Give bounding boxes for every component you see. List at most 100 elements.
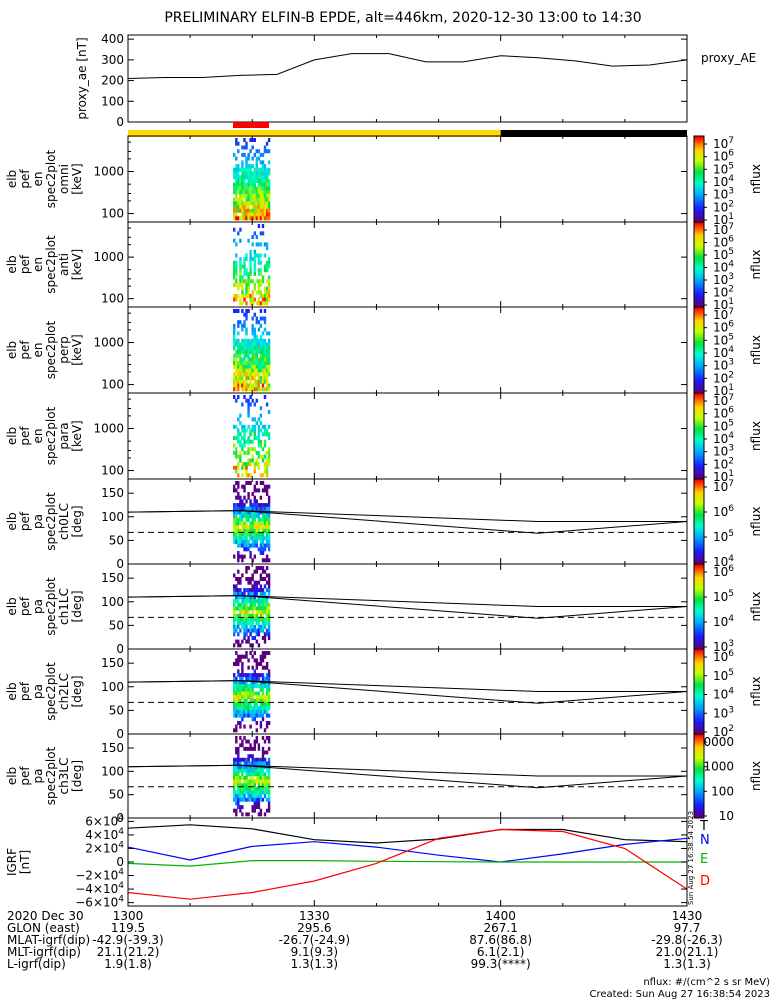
spectro-cell	[251, 624, 254, 629]
spectro-cell	[235, 658, 238, 663]
colorbar-cell	[694, 776, 704, 779]
colorbar-tick-label: 101	[713, 212, 734, 227]
spectro-cell	[247, 566, 250, 570]
colorbar-cell	[694, 420, 704, 424]
spectro-cell	[241, 706, 244, 711]
colorbar-cell	[694, 176, 704, 180]
spectro-cell	[253, 676, 256, 681]
y-axis-label: pa	[31, 684, 45, 699]
spectro-cell	[237, 624, 240, 629]
spectro-cell	[251, 182, 254, 187]
y-axis-label: pa	[31, 514, 45, 529]
colorbar-cell	[694, 615, 704, 618]
spectro-cell	[259, 702, 263, 707]
spectro-cell	[257, 212, 261, 217]
spectro-cell	[249, 624, 252, 629]
spectro-cell	[253, 208, 256, 213]
spectro-cell	[237, 599, 240, 604]
colorbar-cell	[694, 209, 704, 212]
spectro-cell	[233, 709, 236, 714]
colorbar-cell	[694, 189, 704, 193]
spectro-cell	[255, 361, 258, 366]
spectro-cell	[241, 465, 244, 470]
colorbar-cell	[694, 661, 704, 665]
spectro-cell	[253, 312, 256, 317]
spectro-cell	[233, 765, 236, 769]
spectro-cell	[257, 812, 261, 817]
spectro-cell	[245, 651, 248, 655]
colorbar-cell	[694, 551, 704, 554]
spectro-cell	[233, 702, 236, 707]
spectro-cell	[253, 543, 256, 548]
colorbar-cell	[694, 138, 704, 141]
spectro-cell	[235, 282, 238, 287]
spectro-cell	[247, 368, 250, 373]
ephemeris-value: -42.9(-39.3)	[92, 933, 163, 947]
spectro-cell	[261, 706, 265, 711]
spectro-cell	[249, 783, 252, 788]
spectro-cell	[263, 547, 267, 552]
colorbar-cell	[694, 778, 704, 781]
spectro-cell	[247, 282, 250, 287]
spectro-cell	[233, 197, 236, 202]
spectro-cell	[239, 368, 242, 373]
spectro-cell	[237, 417, 240, 422]
spectro-cell	[257, 632, 261, 637]
spectro-cell	[247, 797, 250, 802]
spectro-cell	[251, 514, 254, 519]
spectro-cell	[243, 182, 246, 187]
y-axis-label: [keV]	[70, 163, 84, 194]
colorbar-cell	[694, 704, 704, 707]
spectro-cell	[247, 458, 250, 463]
spectro-cell	[267, 484, 271, 489]
spectro-cell	[257, 776, 261, 780]
spectro-cell	[263, 786, 267, 791]
spectro-cell	[257, 271, 261, 276]
spectro-cell	[235, 465, 238, 470]
colorbar-cell	[694, 559, 704, 563]
spectro-cell	[237, 481, 240, 485]
spectro-cell	[235, 794, 238, 799]
colorbar-cell	[694, 491, 704, 495]
colorbar-cell	[694, 206, 704, 210]
spectro-cell	[253, 528, 256, 533]
spectro-cell	[261, 301, 265, 306]
spectro-cell	[251, 573, 254, 578]
colorbar-cell	[694, 585, 704, 588]
spectro-cell	[243, 673, 246, 678]
colorbar-cell	[694, 358, 704, 362]
y-axis-label: [keV]	[70, 420, 84, 451]
colorbar-cell	[694, 444, 704, 448]
spectro-cell	[267, 201, 271, 206]
spectro-cell	[239, 680, 242, 685]
spectro-cell	[235, 171, 238, 176]
spectro-cell	[243, 691, 246, 696]
spectro-cell	[253, 606, 256, 611]
spectro-cell	[239, 536, 242, 541]
spectro-cell	[257, 521, 261, 526]
spectro-cell	[235, 141, 238, 146]
spectro-cell	[263, 469, 267, 474]
spectro-cell	[237, 510, 240, 515]
spectro-cell	[259, 350, 263, 354]
spectro-cell	[265, 662, 269, 666]
spectro-cell	[263, 514, 267, 519]
spectro-cell	[253, 602, 256, 607]
spectro-cell	[247, 739, 250, 744]
spectro-cell	[253, 532, 256, 537]
spectro-cell	[257, 628, 261, 633]
spectro-cell	[261, 591, 265, 596]
colorbar-tick-label: 104	[713, 431, 734, 446]
spectro-cell	[261, 543, 265, 548]
spectro-cell	[265, 331, 269, 336]
spectro-cell	[233, 691, 236, 696]
colorbar-cell	[694, 146, 704, 150]
spectro-cell	[257, 454, 261, 459]
spectro-cell	[241, 739, 244, 744]
spectro-cell	[265, 216, 269, 221]
spectro-cell	[257, 149, 261, 154]
spectro-cell	[261, 488, 265, 493]
colorbar-cell	[694, 623, 704, 626]
spectro-cell	[259, 808, 263, 813]
colorbar-cell	[694, 204, 704, 208]
